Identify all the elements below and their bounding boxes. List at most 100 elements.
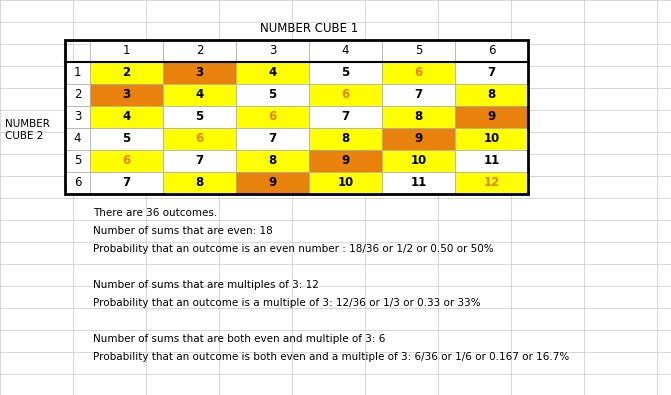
Bar <box>65 172 90 194</box>
Bar <box>455 62 528 84</box>
Text: 8: 8 <box>268 154 276 167</box>
Text: 6: 6 <box>268 111 276 124</box>
Text: 5: 5 <box>74 154 81 167</box>
Bar <box>65 62 90 84</box>
Text: 3: 3 <box>269 45 276 58</box>
Text: 11: 11 <box>411 177 427 190</box>
Bar <box>90 172 163 194</box>
Text: NUMBER CUBE 1: NUMBER CUBE 1 <box>260 23 358 36</box>
Bar <box>382 106 455 128</box>
Text: 4: 4 <box>195 88 203 102</box>
Text: 6: 6 <box>488 45 495 58</box>
Bar <box>236 106 309 128</box>
Text: 9: 9 <box>268 177 276 190</box>
Text: 4: 4 <box>122 111 131 124</box>
Bar <box>65 106 90 128</box>
Text: 8: 8 <box>487 88 496 102</box>
Bar <box>382 128 455 150</box>
Text: 6: 6 <box>74 177 81 190</box>
Bar <box>455 150 528 172</box>
Bar <box>90 128 163 150</box>
Bar <box>90 40 163 62</box>
Text: 1: 1 <box>123 45 130 58</box>
Bar <box>236 84 309 106</box>
Text: Probability that an outcome is an even number : 18/36 or 1/2 or 0.50 or 50%: Probability that an outcome is an even n… <box>93 244 494 254</box>
Bar <box>90 84 163 106</box>
Text: 6: 6 <box>195 132 203 145</box>
Text: 7: 7 <box>122 177 131 190</box>
Text: 6: 6 <box>415 66 423 79</box>
Text: 7: 7 <box>342 111 350 124</box>
Text: Number of sums that are both even and multiple of 3: 6: Number of sums that are both even and mu… <box>93 334 385 344</box>
Text: 5: 5 <box>342 66 350 79</box>
Bar <box>163 128 236 150</box>
Bar <box>236 62 309 84</box>
Bar <box>309 106 382 128</box>
Text: 11: 11 <box>483 154 500 167</box>
Text: 9: 9 <box>487 111 496 124</box>
Bar <box>163 106 236 128</box>
Text: 4: 4 <box>342 45 349 58</box>
Bar <box>163 40 236 62</box>
Text: 6: 6 <box>342 88 350 102</box>
Text: 2: 2 <box>122 66 131 79</box>
Text: 4: 4 <box>268 66 276 79</box>
Text: 9: 9 <box>415 132 423 145</box>
Bar <box>382 172 455 194</box>
Bar <box>163 62 236 84</box>
Text: 12: 12 <box>483 177 500 190</box>
Text: Number of sums that are multiples of 3: 12: Number of sums that are multiples of 3: … <box>93 280 319 290</box>
Bar <box>65 40 528 194</box>
Bar <box>236 128 309 150</box>
Text: 5: 5 <box>195 111 203 124</box>
Bar <box>309 84 382 106</box>
Text: 8: 8 <box>342 132 350 145</box>
Text: 1: 1 <box>74 66 81 79</box>
Bar <box>309 172 382 194</box>
Text: 8: 8 <box>195 177 203 190</box>
Bar <box>65 84 90 106</box>
Bar <box>65 128 90 150</box>
Text: NUMBER: NUMBER <box>5 119 50 129</box>
Bar <box>382 62 455 84</box>
Bar <box>163 172 236 194</box>
Text: 2: 2 <box>74 88 81 102</box>
Text: 10: 10 <box>483 132 500 145</box>
Text: 3: 3 <box>74 111 81 124</box>
Bar <box>309 40 382 62</box>
Bar <box>90 62 163 84</box>
Bar <box>309 128 382 150</box>
Bar <box>163 150 236 172</box>
Text: 7: 7 <box>487 66 496 79</box>
Text: Probability that an outcome is a multiple of 3: 12/36 or 1/3 or 0.33 or 33%: Probability that an outcome is a multipl… <box>93 298 480 308</box>
Bar <box>236 172 309 194</box>
Bar <box>455 128 528 150</box>
Bar <box>455 106 528 128</box>
Bar <box>382 40 455 62</box>
Text: Probability that an outcome is both even and a multiple of 3: 6/36 or 1/6 or 0.1: Probability that an outcome is both even… <box>93 352 569 362</box>
Bar <box>382 150 455 172</box>
Bar <box>65 150 90 172</box>
Text: 5: 5 <box>122 132 131 145</box>
Text: 10: 10 <box>411 154 427 167</box>
Bar <box>455 40 528 62</box>
Bar <box>90 106 163 128</box>
Bar <box>455 172 528 194</box>
Text: 10: 10 <box>338 177 354 190</box>
Text: 4: 4 <box>74 132 81 145</box>
Text: CUBE 2: CUBE 2 <box>5 131 44 141</box>
Text: 7: 7 <box>415 88 423 102</box>
Bar <box>236 40 309 62</box>
Bar <box>309 62 382 84</box>
Text: 3: 3 <box>122 88 131 102</box>
Text: Number of sums that are even: 18: Number of sums that are even: 18 <box>93 226 272 236</box>
Bar <box>309 150 382 172</box>
Bar <box>455 84 528 106</box>
Text: 7: 7 <box>195 154 203 167</box>
Bar <box>382 84 455 106</box>
Bar <box>236 150 309 172</box>
Text: 7: 7 <box>268 132 276 145</box>
Text: 9: 9 <box>342 154 350 167</box>
Text: 3: 3 <box>195 66 203 79</box>
Text: 5: 5 <box>268 88 276 102</box>
